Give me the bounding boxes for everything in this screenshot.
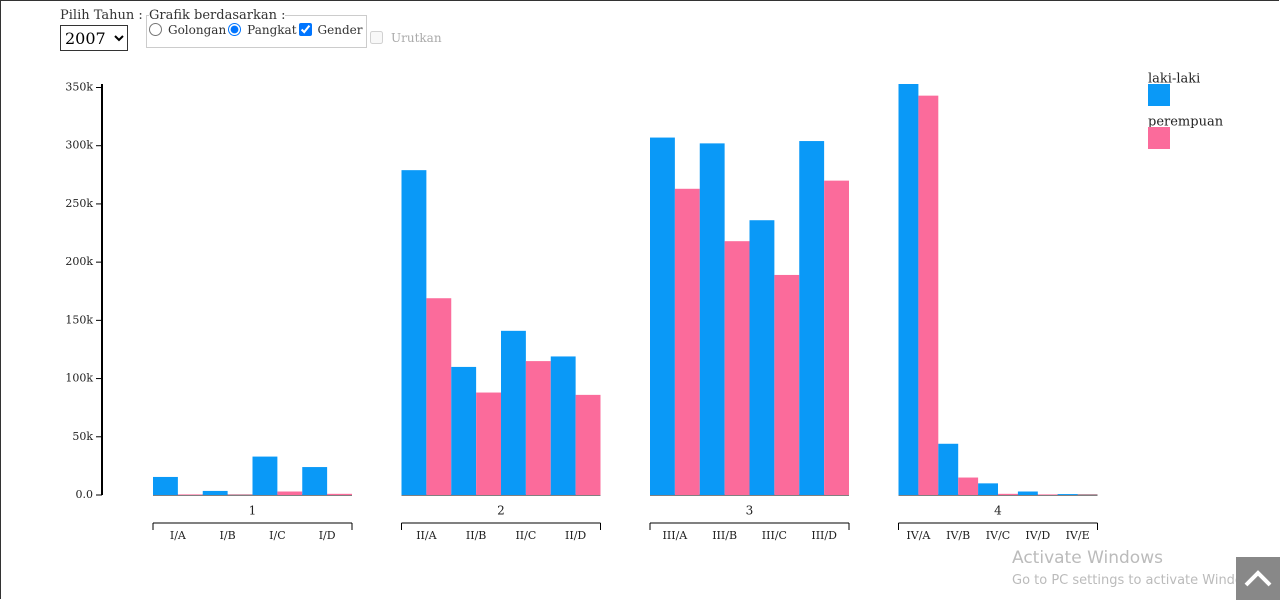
bar: [327, 494, 352, 495]
x-tick-label: I/D: [319, 529, 336, 542]
option-label: Urutkan: [391, 31, 442, 45]
bar: [675, 189, 700, 495]
bar: [253, 457, 278, 495]
bar: [178, 494, 203, 495]
bar: [650, 138, 675, 495]
bar: [899, 84, 919, 495]
year-picker: Pilih Tahun : 2007: [60, 8, 143, 51]
bar: [725, 241, 750, 495]
bar: [476, 393, 501, 495]
mode-options: Golongan Pangkat Gender: [149, 23, 364, 37]
group-label: 3: [746, 504, 754, 518]
radio[interactable]: [228, 23, 241, 36]
x-tick-label: I/C: [269, 529, 285, 542]
watermark-text: Go to PC settings to activate Windows.: [1012, 573, 1264, 588]
x-tick-label: IV/A: [906, 529, 931, 542]
bar: [938, 444, 958, 495]
option-label: Pangkat: [247, 23, 296, 37]
x-tick-label: III/D: [811, 529, 837, 542]
x-tick-label: IV/D: [1025, 529, 1050, 542]
option: Urutkan: [370, 31, 442, 45]
bar: [203, 491, 228, 495]
bar: [302, 467, 327, 495]
mode-legend: Grafik berdasarkan :: [149, 8, 285, 23]
checkbox[interactable]: [299, 23, 312, 36]
x-tick-label: IV/E: [1066, 529, 1090, 542]
bar: [799, 141, 824, 495]
x-tick-label: II/C: [515, 529, 536, 542]
bar: [576, 395, 601, 495]
x-tick-label: II/B: [466, 529, 486, 542]
x-tick-label: IV/C: [986, 529, 1010, 542]
bar: [153, 477, 178, 495]
y-tick-label: 200k: [65, 255, 93, 268]
option-label: Golongan: [168, 23, 226, 37]
bar: [978, 483, 998, 495]
x-tick-label: III/B: [712, 529, 737, 542]
scroll-top-icon: [1236, 557, 1280, 600]
year-select[interactable]: 2007: [60, 25, 128, 51]
y-tick-label: 50k: [72, 430, 93, 443]
arrow: [1246, 573, 1270, 585]
group-label: 2: [497, 504, 505, 518]
x-tick-label: I/B: [220, 529, 236, 542]
bar: [426, 298, 451, 495]
bar: [750, 220, 775, 495]
bar: [958, 478, 978, 495]
bar: [501, 331, 526, 495]
bar: [277, 492, 302, 495]
y-tick-label: 100k: [65, 372, 93, 385]
x-tick-label: II/A: [416, 529, 437, 542]
legend-swatch: [1148, 127, 1170, 149]
group-label: 1: [249, 504, 257, 518]
sort-option: Urutkan: [370, 31, 442, 45]
y-tick-label: 300k: [65, 139, 93, 152]
year-label: Pilih Tahun :: [60, 8, 143, 23]
option: Golongan: [149, 23, 226, 37]
radio[interactable]: [149, 23, 162, 36]
x-tick-label: II/D: [565, 529, 586, 542]
bar: [402, 170, 427, 495]
bar: [1058, 494, 1078, 495]
bar: [700, 143, 725, 495]
watermark-title: Activate Windows: [1012, 548, 1163, 568]
checkbox: [370, 31, 383, 44]
bar: [824, 181, 849, 495]
y-tick-label: 350k: [65, 80, 93, 93]
x-tick-label: III/C: [762, 529, 787, 542]
x-tick-label: I/A: [170, 529, 187, 542]
y-tick-label: 0.0: [76, 488, 94, 501]
x-tick-label: IV/B: [946, 529, 970, 542]
option: Pangkat: [228, 23, 296, 37]
scroll-top-button[interactable]: [1236, 557, 1280, 600]
bar: [1038, 494, 1058, 495]
y-tick-label: 150k: [65, 313, 93, 326]
mode-fieldset: Grafik berdasarkan : Golongan Pangkat Gend…: [146, 8, 367, 48]
bar: [526, 361, 551, 495]
bar: [551, 356, 576, 495]
bar: [451, 367, 476, 495]
bar: [998, 494, 1018, 495]
bar: [774, 275, 799, 495]
legend-swatch: [1148, 84, 1170, 106]
x-tick-label: III/A: [663, 529, 689, 542]
option: Gender: [299, 23, 363, 37]
group-label: 4: [994, 504, 1002, 518]
bar: [918, 96, 938, 495]
y-tick-label: 250k: [65, 197, 93, 210]
bar: [1018, 492, 1038, 495]
option-label: Gender: [318, 23, 363, 37]
